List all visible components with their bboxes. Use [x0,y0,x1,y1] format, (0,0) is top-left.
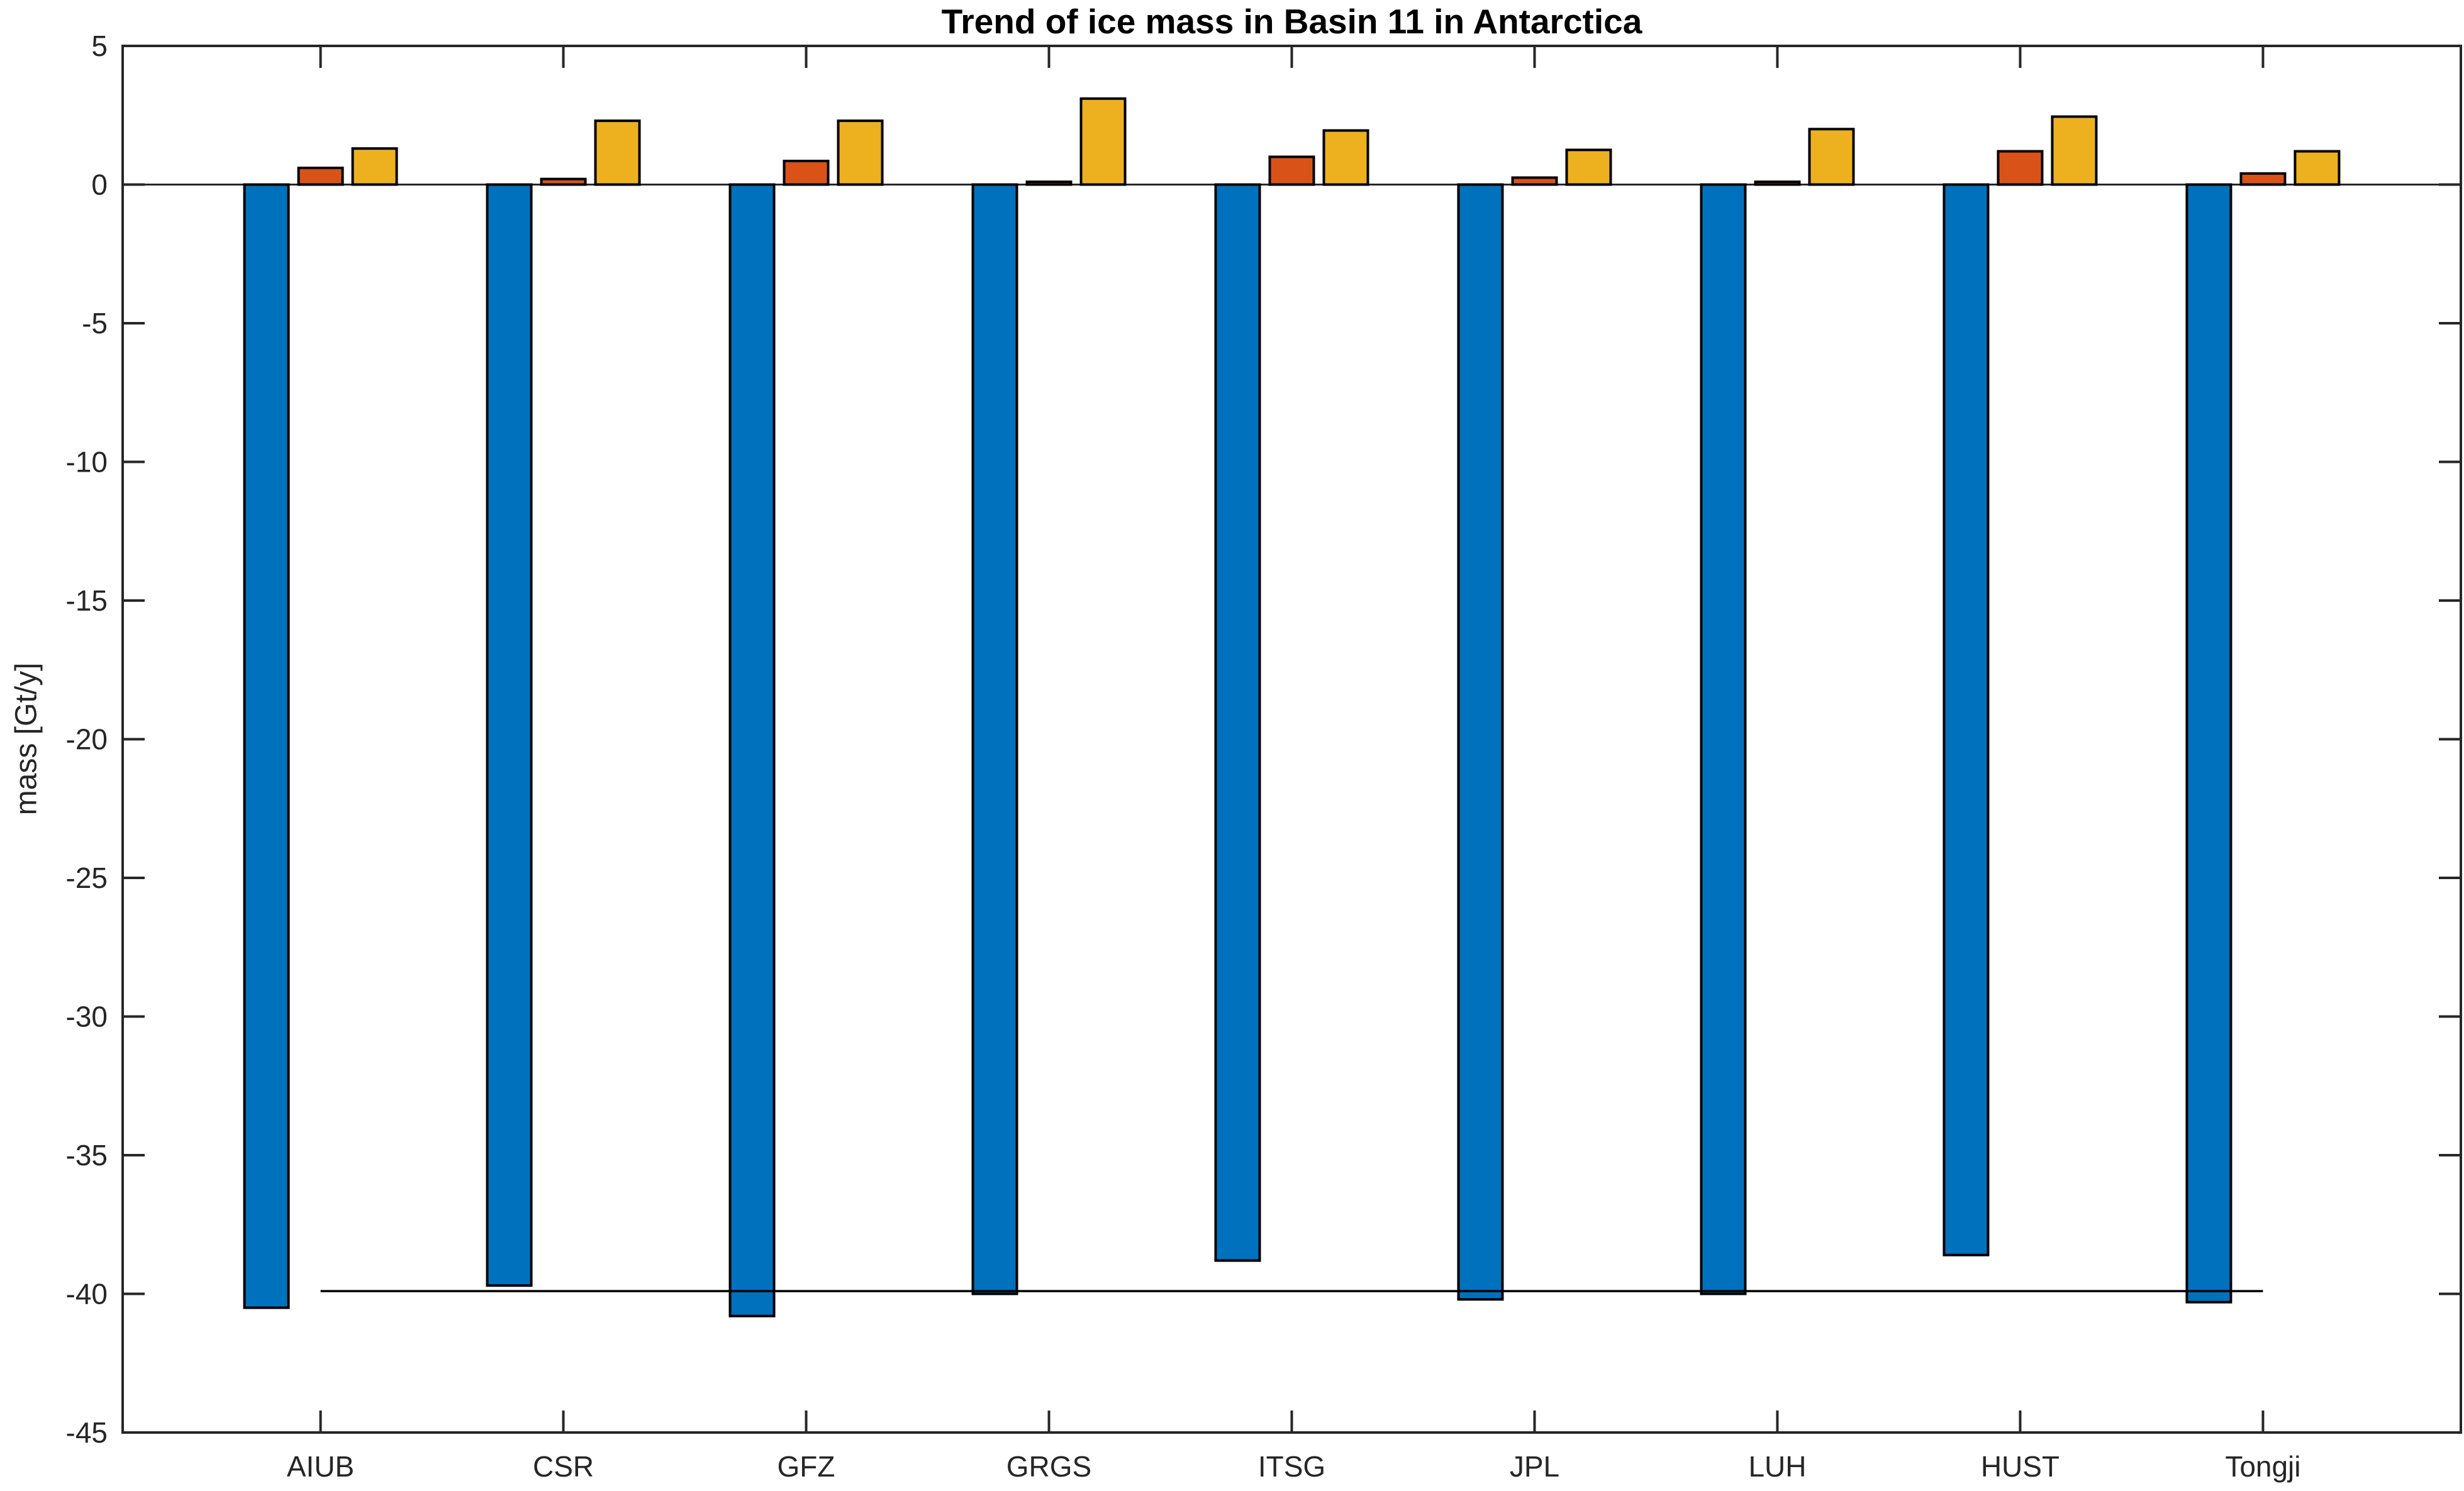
bar-orange-JPL [1511,176,1558,186]
bar-orange-GRGS [1025,180,1073,186]
bar-blue-GRGS [971,183,1018,1295]
bar-yellow-JPL [1565,148,1612,186]
y-tick-label: 0 [91,169,108,201]
x-tick-label: Tongji [2225,1450,2300,1483]
x-tick-label: AIUB [287,1450,354,1483]
y-tick-label: -5 [82,307,108,340]
bar-orange-GFZ [783,160,830,186]
plot-border [121,45,2462,1434]
bar-orange-AIUB [297,167,344,186]
y-tick-label: -30 [66,1000,108,1033]
x-tick-label: GFZ [778,1450,835,1483]
bar-yellow-HUST [2051,115,2098,186]
bar-orange-CSR [540,177,587,186]
x-tick-label: GRGS [1006,1450,1091,1483]
bar-blue-AIUB [243,183,290,1309]
bar-yellow-CSR [594,119,641,186]
y-tick-label: -15 [66,584,108,617]
bar-yellow-LUH [1808,128,1855,186]
bar-yellow-AIUB [351,147,398,186]
x-tick-label: ITSG [1258,1450,1325,1483]
y-tick-label: -45 [66,1416,108,1449]
y-tick-label: -40 [66,1278,108,1311]
y-tick-label: 5 [91,30,108,62]
bar-orange-HUST [1997,150,2044,186]
x-tick-label: LUH [1748,1450,1806,1483]
bar-blue-HUST [1943,183,1990,1256]
y-tick-label: -20 [66,723,108,756]
bar-orange-Tongji [2239,172,2287,186]
x-tick-label: CSR [533,1450,594,1483]
bar-orange-LUH [1754,180,1801,186]
bar-blue-LUH [1700,183,1747,1295]
y-tick-label: -10 [66,446,108,479]
bar-blue-JPL [1457,183,1504,1301]
bar-blue-Tongji [2185,183,2233,1304]
y-tick-label: -35 [66,1139,108,1172]
bar-yellow-ITSG [1322,129,1369,186]
bar-blue-CSR [486,183,533,1287]
x-tick-label: JPL [1510,1450,1559,1483]
bar-yellow-GFZ [837,119,884,186]
bar-blue-ITSG [1214,183,1261,1262]
x-tick-label: HUST [1981,1450,2060,1483]
bar-yellow-Tongji [2294,150,2341,186]
bar-yellow-GRGS [1079,97,1127,186]
y-tick-label: -25 [66,862,108,894]
bar-blue-GFZ [728,183,776,1317]
chart-title: Trend of ice mass in Basin 11 in Antarct… [941,2,1642,41]
bar-orange-ITSG [1268,155,1315,186]
